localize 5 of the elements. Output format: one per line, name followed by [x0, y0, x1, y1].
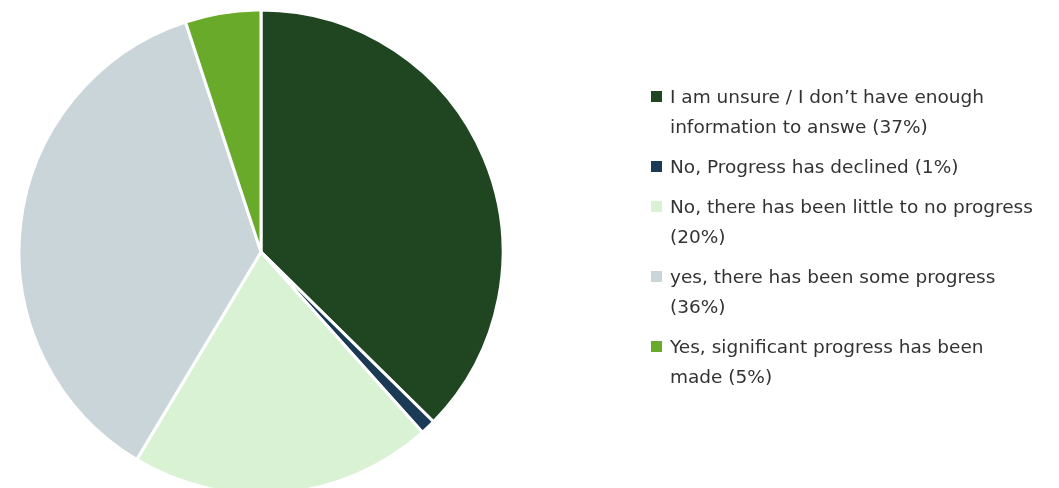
legend-label: No, Progress has declined (1%)	[670, 155, 959, 179]
legend-label: Yes, significant progress has been made (5%)	[670, 335, 985, 389]
legend-label: I am unsure / I don’t have enough information to answe (37%)	[670, 85, 985, 139]
legend-label: yes, there has been some progress (36%)	[670, 265, 997, 319]
legend-label: No, there has been little to no progress (20%)	[670, 195, 1034, 249]
